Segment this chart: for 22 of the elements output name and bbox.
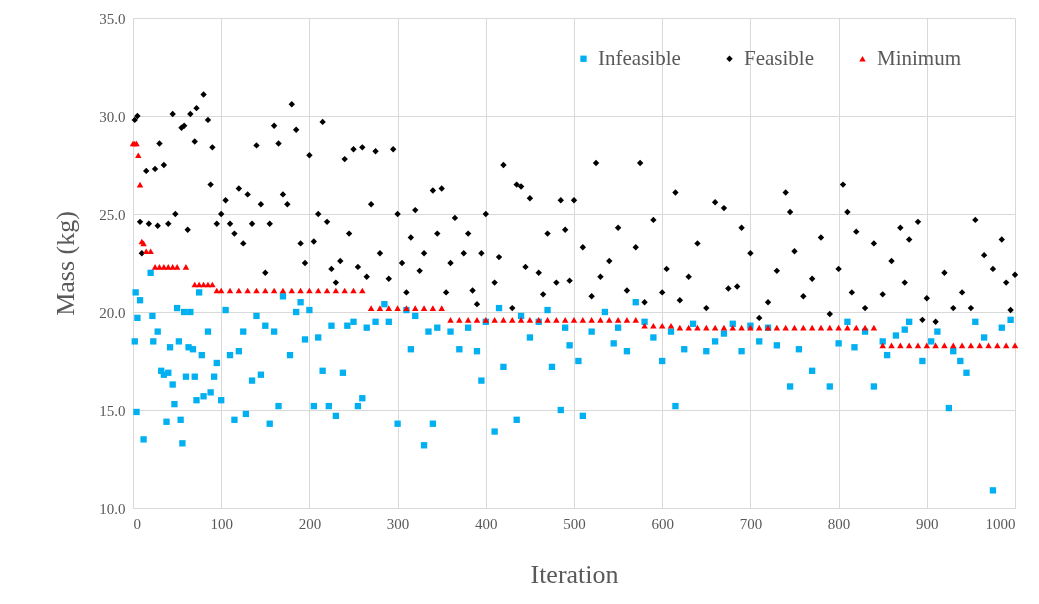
y-tick-label: 35.0: [99, 10, 126, 27]
x-tick-label: 500: [563, 515, 586, 532]
x-tick-label: 200: [298, 515, 322, 532]
y-tick-label: 25.0: [99, 206, 126, 223]
x-tick-label: 800: [827, 515, 851, 532]
x-tick-label: 400: [475, 515, 498, 532]
x-tick-label: 1000: [985, 515, 1016, 532]
legend-label: Infeasible: [598, 45, 681, 70]
y-tick-label: 30.0: [99, 108, 126, 125]
legend-label: Feasible: [744, 45, 814, 70]
y-axis-title: Mass (kg): [51, 211, 81, 316]
x-tick-label: 900: [916, 515, 939, 532]
legend-label: Minimum: [877, 45, 962, 70]
x-tick-label: 700: [739, 515, 763, 532]
x-tick-label: 100: [210, 515, 233, 532]
y-tick-label: 10.0: [99, 500, 126, 517]
x-axis-title: Iteration: [530, 559, 619, 589]
x-tick-label: 0: [133, 515, 141, 532]
y-tick-label: 15.0: [99, 402, 126, 419]
x-tick-label: 600: [651, 515, 674, 532]
y-tick-label: 20.0: [99, 304, 126, 321]
x-tick-label: 300: [386, 515, 410, 532]
